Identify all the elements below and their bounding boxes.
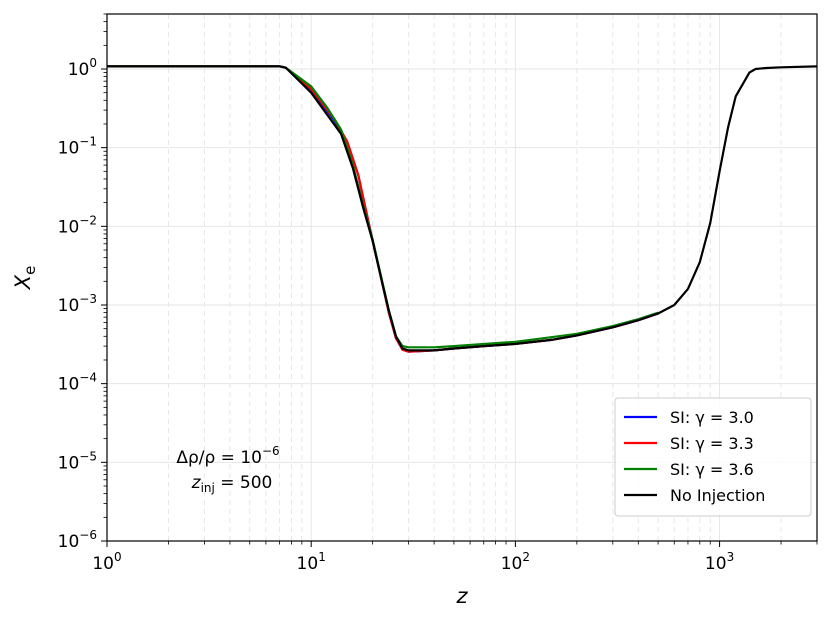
- annotation-line-1: Δρ/ρ = 10−6: [176, 444, 279, 468]
- legend-label: SI: γ = 3.3: [670, 434, 754, 453]
- legend-label: SI: γ = 3.0: [670, 408, 754, 427]
- y-tick-label-base: 10: [68, 60, 90, 80]
- y-tick-label-exp: −6: [79, 528, 97, 542]
- legend-box: [614, 397, 812, 517]
- y-tick-label-base: 10: [58, 532, 80, 552]
- y-tick-label-base: 10: [58, 453, 80, 473]
- y-tick-label-exp: −2: [79, 213, 97, 227]
- y-tick-label: 10−2: [58, 213, 97, 237]
- y-axis-label-sub: e: [21, 266, 39, 275]
- y-axis-label: Xe: [11, 266, 39, 291]
- x-tick-label: 103: [705, 550, 734, 574]
- x-tick-label-exp: 1: [318, 550, 326, 564]
- y-tick-label-exp: −4: [79, 371, 97, 385]
- x-tick-label-base: 10: [92, 554, 114, 574]
- annotation-line-2: zinj = 500: [191, 473, 273, 495]
- y-tick-label: 10−1: [58, 135, 97, 159]
- y-tick-label: 100: [68, 56, 97, 80]
- x-tick-label-exp: 3: [727, 550, 735, 564]
- annotation: Δρ/ρ = 10−6 zinj = 500: [176, 444, 279, 495]
- y-tick-label: 10−4: [58, 371, 97, 395]
- y-tick-label-exp: −3: [79, 292, 97, 306]
- series-lines: [107, 65, 818, 353]
- legend-label: SI: γ = 3.6: [670, 460, 754, 479]
- y-tick-label-exp: −1: [79, 135, 97, 149]
- annotation-line-2-sub: inj: [201, 481, 215, 495]
- annotation-line-1-exp: −6: [262, 444, 280, 458]
- x-tick-label: 100: [92, 550, 121, 574]
- y-tick-label-base: 10: [58, 296, 80, 316]
- x-tick-label-exp: 0: [114, 550, 122, 564]
- legend: SI: γ = 3.0 SI: γ = 3.3 SI: γ = 3.6 No Inje…: [614, 397, 812, 517]
- x-tick-label: 102: [501, 550, 530, 574]
- legend-label: No Injection: [670, 486, 765, 505]
- y-tick-label-base: 10: [58, 217, 80, 237]
- x-axis-label: z: [455, 584, 468, 608]
- x-tick-label-exp: 2: [522, 550, 530, 564]
- annotation-line-2-rest: = 500: [215, 473, 273, 493]
- annotation-line-2-var: z: [191, 473, 202, 493]
- y-tick-label-base: 10: [58, 375, 80, 395]
- y-tick-label-base: 10: [58, 139, 80, 159]
- x-tick-label: 101: [297, 550, 326, 574]
- y-tick-label: 10−6: [58, 528, 97, 552]
- y-tick-label: 10−5: [58, 449, 97, 473]
- y-tick-label: 10−3: [58, 292, 97, 316]
- x-tick-label-base: 10: [501, 554, 523, 574]
- annotation-line-1-text: Δρ/ρ = 10: [176, 448, 262, 468]
- plot-frame: [106, 13, 818, 542]
- y-tick-label-exp: −5: [79, 449, 97, 463]
- y-axis-label-main: X: [11, 274, 35, 290]
- y-tick-label-exp: 0: [89, 56, 97, 70]
- series-line: [107, 65, 818, 352]
- x-tick-label-base: 10: [705, 554, 727, 574]
- x-tick-label-base: 10: [297, 554, 319, 574]
